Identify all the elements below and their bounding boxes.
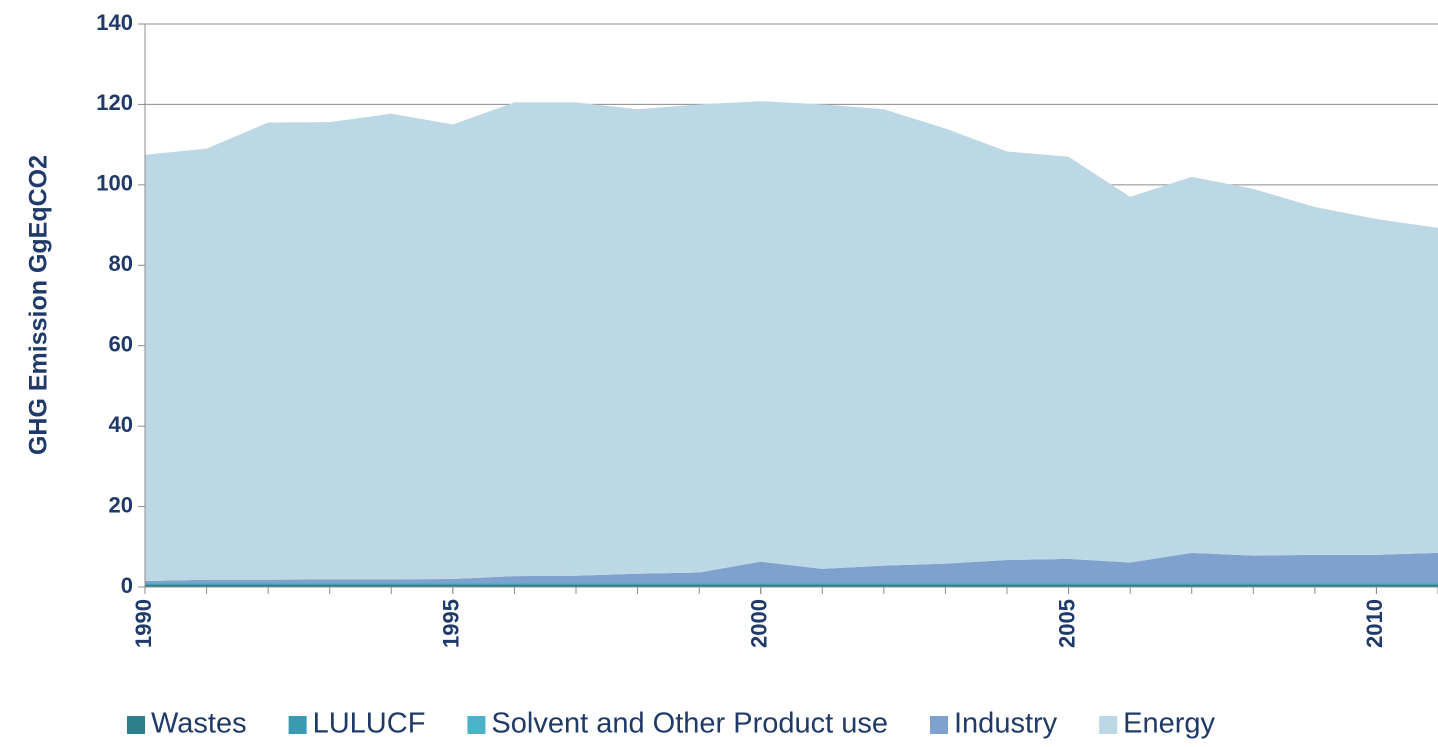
axes: [138, 23, 1438, 594]
y-axis-label: GHG Emission GgEqCO2: [25, 155, 53, 455]
legend-label: Wastes: [151, 708, 247, 740]
legend-swatch: [1099, 716, 1118, 734]
y-tick-label: 0: [121, 573, 133, 598]
legend-label: Industry: [954, 708, 1058, 740]
x-tick-label: 2005: [1054, 599, 1079, 648]
legend-swatch: [127, 716, 145, 734]
area: [145, 552, 1438, 583]
legend-label: Solvent and Other Product use: [491, 708, 888, 740]
legend-label: Energy: [1123, 708, 1215, 740]
x-tick-label: 1995: [439, 599, 464, 648]
x-tick-label: 2000: [747, 599, 772, 648]
y-tick-label: 100: [96, 171, 133, 196]
y-tick-label: 20: [109, 492, 133, 517]
y-tick-label: 120: [96, 90, 133, 115]
area: [145, 101, 1438, 581]
y-tick-label: 40: [109, 412, 133, 437]
area: [145, 584, 1438, 587]
x-tick-label: 1990: [131, 599, 156, 648]
y-tick-label: 60: [109, 332, 133, 357]
legend-swatch: [930, 716, 948, 734]
y-tick-label: 80: [109, 251, 133, 276]
x-tick-label: 2010: [1362, 599, 1387, 648]
areas: [145, 101, 1438, 587]
legend-swatch: [467, 716, 486, 734]
legend-swatch: [288, 716, 307, 734]
area: [145, 583, 1438, 585]
y-tick-label: 140: [96, 10, 133, 35]
legend-label: LULUCF: [313, 708, 426, 740]
